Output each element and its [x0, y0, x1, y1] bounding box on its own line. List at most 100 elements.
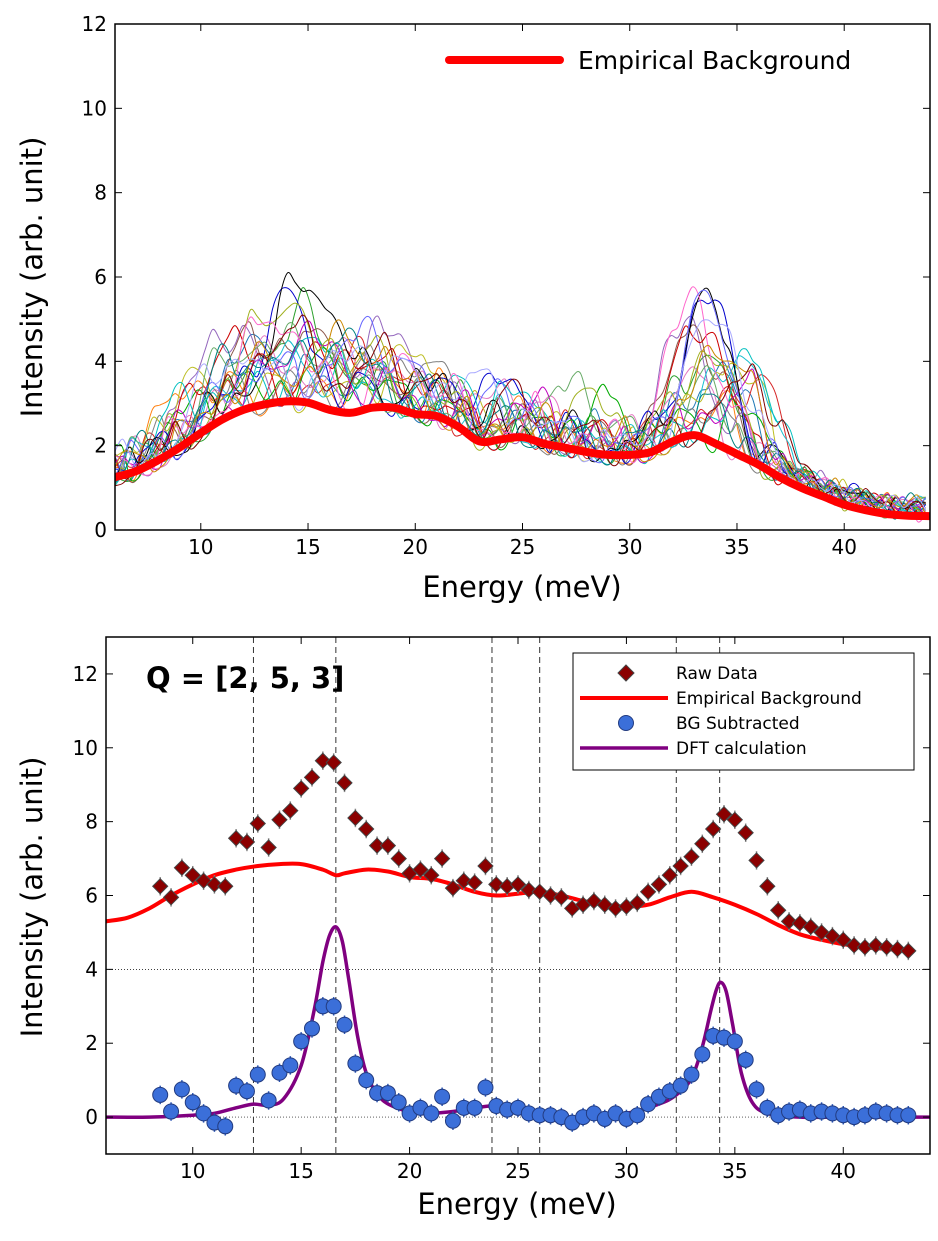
bottom-y-tick-label: 2: [85, 1031, 98, 1055]
bg-subtracted-point: [217, 1117, 234, 1136]
top-overlay-series: [115, 271, 926, 517]
bg-subtracted-point: [336, 1015, 353, 1034]
top-overlay-series: [115, 336, 926, 513]
top-x-tick-label: 10: [188, 535, 213, 559]
legend-raw-data-swatch: [617, 664, 635, 682]
top-legend: Empirical Background: [445, 46, 851, 75]
raw-data-point: [206, 875, 223, 894]
raw-data-point: [444, 878, 462, 898]
bottom-y-tick-label: 0: [85, 1105, 98, 1129]
top-x-tick-label: 20: [403, 535, 428, 559]
bottom-x-axis-title: Energy (meV): [417, 1187, 616, 1221]
bg-subtracted-point: [238, 1081, 255, 1101]
raw-data-point: [477, 856, 494, 876]
raw-data-point: [412, 860, 429, 879]
bg-subtracted-point: [173, 1080, 190, 1099]
bottom-x-tick-label: 35: [722, 1159, 747, 1183]
raw-data-point: [379, 836, 397, 855]
bg-subtracted-point: [726, 1032, 743, 1051]
top-legend-background-label: Empirical Background: [578, 46, 851, 75]
top-y-axis-title: Intensity (arb. unit): [15, 137, 49, 418]
top-overlay-series: [115, 314, 927, 519]
bg-subtracted-point: [152, 1085, 169, 1105]
top-x-tick-label: 25: [510, 535, 535, 559]
bg-subtracted-point: [444, 1111, 461, 1130]
raw-data-point: [889, 939, 906, 959]
raw-data-point: [726, 810, 744, 830]
bg-subtracted-point: [314, 997, 331, 1016]
raw-data-point: [650, 875, 668, 894]
bottom-dft-line: [106, 925, 930, 1120]
raw-data-point: [704, 819, 722, 839]
bottom-chart: 10 15 20 25 30 35 40 0 2 4 6 8 10 12 Q = [2, 5, 3] En…: [15, 636, 931, 1221]
bg-subtracted-point: [260, 1091, 277, 1110]
top-chart: 10 15 20 25 30 35 40 0 2 4 6 8 10 12 Energy (meV) Int…: [15, 12, 931, 604]
raw-data-point: [390, 849, 407, 868]
bg-subtracted-point: [737, 1050, 754, 1070]
top-background-line: [115, 397, 930, 521]
raw-data-point: [683, 847, 700, 866]
raw-data-point: [271, 810, 288, 830]
raw-data-point: [509, 875, 527, 894]
bottom-markers: [152, 751, 917, 1136]
raw-data-point: [173, 858, 191, 878]
bg-subtracted-point: [390, 1093, 407, 1112]
top-x-tick-label: 30: [617, 535, 642, 559]
raw-data-point: [856, 937, 874, 957]
bg-subtracted-point: [900, 1105, 917, 1125]
bg-subtracted-point: [466, 1098, 483, 1118]
raw-data-point: [325, 753, 342, 772]
raw-data-point: [260, 838, 277, 857]
raw-data-point: [152, 877, 169, 896]
raw-data-point: [845, 936, 863, 955]
raw-data-point: [292, 779, 310, 798]
raw-data-point: [780, 912, 798, 931]
bg-subtracted-point: [325, 997, 342, 1016]
raw-data-point: [217, 877, 234, 896]
bg-subtracted-point: [434, 1087, 451, 1106]
raw-data-point: [433, 849, 451, 868]
bg-subtracted-point: [282, 1056, 299, 1075]
bg-subtracted-point: [423, 1104, 440, 1123]
bottom-y-tick-label: 8: [85, 810, 98, 834]
bg-subtracted-point: [358, 1070, 375, 1090]
raw-data-point: [249, 814, 266, 833]
bottom-y-tick-label: 10: [73, 736, 98, 760]
raw-data-point: [661, 865, 678, 885]
top-y-tick-label: 10: [82, 96, 107, 120]
raw-data-point: [878, 937, 895, 957]
raw-data-point: [423, 865, 440, 885]
bg-subtracted-point: [304, 1019, 320, 1038]
bg-subtracted-point: [477, 1078, 494, 1097]
raw-data-point: [303, 768, 321, 787]
raw-data-point: [282, 801, 299, 820]
raw-data-point: [162, 888, 180, 907]
bottom-legend: Raw Data Empirical Background BG Subtrac…: [572, 652, 915, 771]
top-y-tick-label: 0: [94, 518, 107, 542]
top-overlay-series: [115, 289, 927, 518]
bg-subtracted-point: [184, 1093, 201, 1112]
bg-subtracted-point: [293, 1032, 310, 1051]
top-ticks: 10 15 20 25 30 35 40 0 2 4 6 8 10 12: [82, 12, 930, 559]
raw-data-point: [694, 834, 711, 854]
raw-data-point: [238, 832, 256, 852]
raw-data-point: [867, 936, 884, 955]
raw-data-point: [336, 773, 353, 793]
raw-data-point: [184, 865, 201, 885]
raw-data-point: [802, 917, 819, 937]
bottom-y-tick-label: 12: [73, 662, 98, 686]
bg-subtracted-point: [195, 1104, 212, 1123]
top-y-tick-label: 12: [82, 12, 107, 36]
raw-data-point: [488, 875, 505, 894]
bottom-x-tick-label: 30: [614, 1159, 639, 1183]
bg-subtracted-point: [163, 1102, 180, 1121]
bottom-x-tick-label: 20: [397, 1159, 422, 1183]
bg-subtracted-point: [748, 1080, 765, 1099]
raw-data-point: [542, 886, 559, 905]
bottom-x-tick-label: 40: [831, 1159, 856, 1183]
bg-subtracted-point: [379, 1083, 396, 1103]
bg-subtracted-point: [672, 1076, 689, 1095]
bottom-curves: [106, 861, 930, 1120]
raw-data-point: [900, 941, 917, 961]
